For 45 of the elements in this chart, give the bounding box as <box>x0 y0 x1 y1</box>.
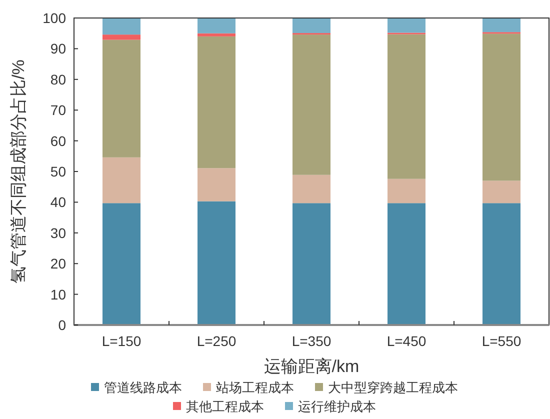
bar <box>102 34 140 40</box>
x-tick-label: L=350 <box>292 333 332 349</box>
y-tick-label: 60 <box>50 132 66 149</box>
legend-label: 运行维护成本 <box>298 399 376 414</box>
x-tick-label: L=150 <box>102 333 142 349</box>
bar <box>198 168 236 202</box>
bar <box>198 18 236 34</box>
y-tick-label: 20 <box>50 256 66 272</box>
x-tick-label: L=450 <box>386 333 426 349</box>
y-tick-label: 30 <box>50 224 66 241</box>
bar <box>198 33 236 36</box>
legend-label: 管道线路成本 <box>104 380 182 395</box>
bar <box>102 203 140 325</box>
bar <box>388 18 426 33</box>
bar <box>292 18 330 34</box>
bar <box>388 178 426 204</box>
bar <box>482 34 520 181</box>
bar <box>198 36 236 168</box>
bar <box>388 34 426 179</box>
y-tick-label: 80 <box>50 71 66 88</box>
bar <box>198 201 236 325</box>
bar <box>102 18 140 35</box>
y-tick-label: 90 <box>50 40 66 57</box>
y-tick-label: 40 <box>50 194 66 210</box>
y-tick-label: 0 <box>58 317 66 333</box>
y-tick-label: 50 <box>50 164 66 180</box>
bar <box>292 34 330 175</box>
y-axis-title: 氢气管道不同组成部分占比/% <box>9 60 28 284</box>
y-tick-label: 10 <box>50 286 66 302</box>
x-tick-label: L=550 <box>482 333 522 349</box>
y-tick-label: 100 <box>42 10 66 26</box>
x-axis-title: 运输距离/km <box>264 357 360 376</box>
legend-label: 其他工程成本 <box>186 399 264 414</box>
bar <box>102 157 140 204</box>
bar <box>292 174 330 204</box>
bar <box>482 203 520 325</box>
bar <box>482 180 520 204</box>
y-tick-label: 70 <box>50 102 66 118</box>
legend-label: 站场工程成本 <box>216 380 294 395</box>
bar <box>482 18 520 32</box>
bar <box>292 203 330 325</box>
bar <box>388 203 426 325</box>
x-tick-label: L=250 <box>196 333 236 349</box>
bar <box>102 40 140 158</box>
legend-label: 大中型穿跨越工程成本 <box>328 380 458 395</box>
